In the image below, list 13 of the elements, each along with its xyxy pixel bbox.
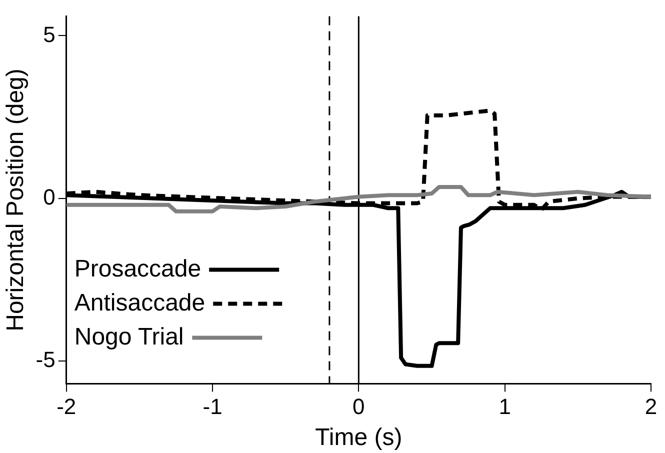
y-axis-title: Horizontal Position (deg) bbox=[2, 68, 30, 332]
x-tick-label: -2 bbox=[56, 394, 76, 420]
x-tick-label: -1 bbox=[202, 394, 222, 420]
y-tick-label: 5 bbox=[43, 22, 56, 47]
x-tick-label: 1 bbox=[498, 394, 511, 420]
x-tick-label: 2 bbox=[644, 394, 658, 420]
legend-label: Antisaccade bbox=[74, 289, 206, 316]
x-axis-title: Time (s) bbox=[315, 424, 402, 452]
legend-label: Nogo Trial bbox=[74, 323, 184, 350]
y-tick-label: 0 bbox=[43, 184, 56, 210]
y-tick-label: -5 bbox=[36, 347, 56, 372]
x-tick-label: 0 bbox=[352, 394, 365, 420]
legend-label: Prosaccade bbox=[74, 255, 202, 282]
